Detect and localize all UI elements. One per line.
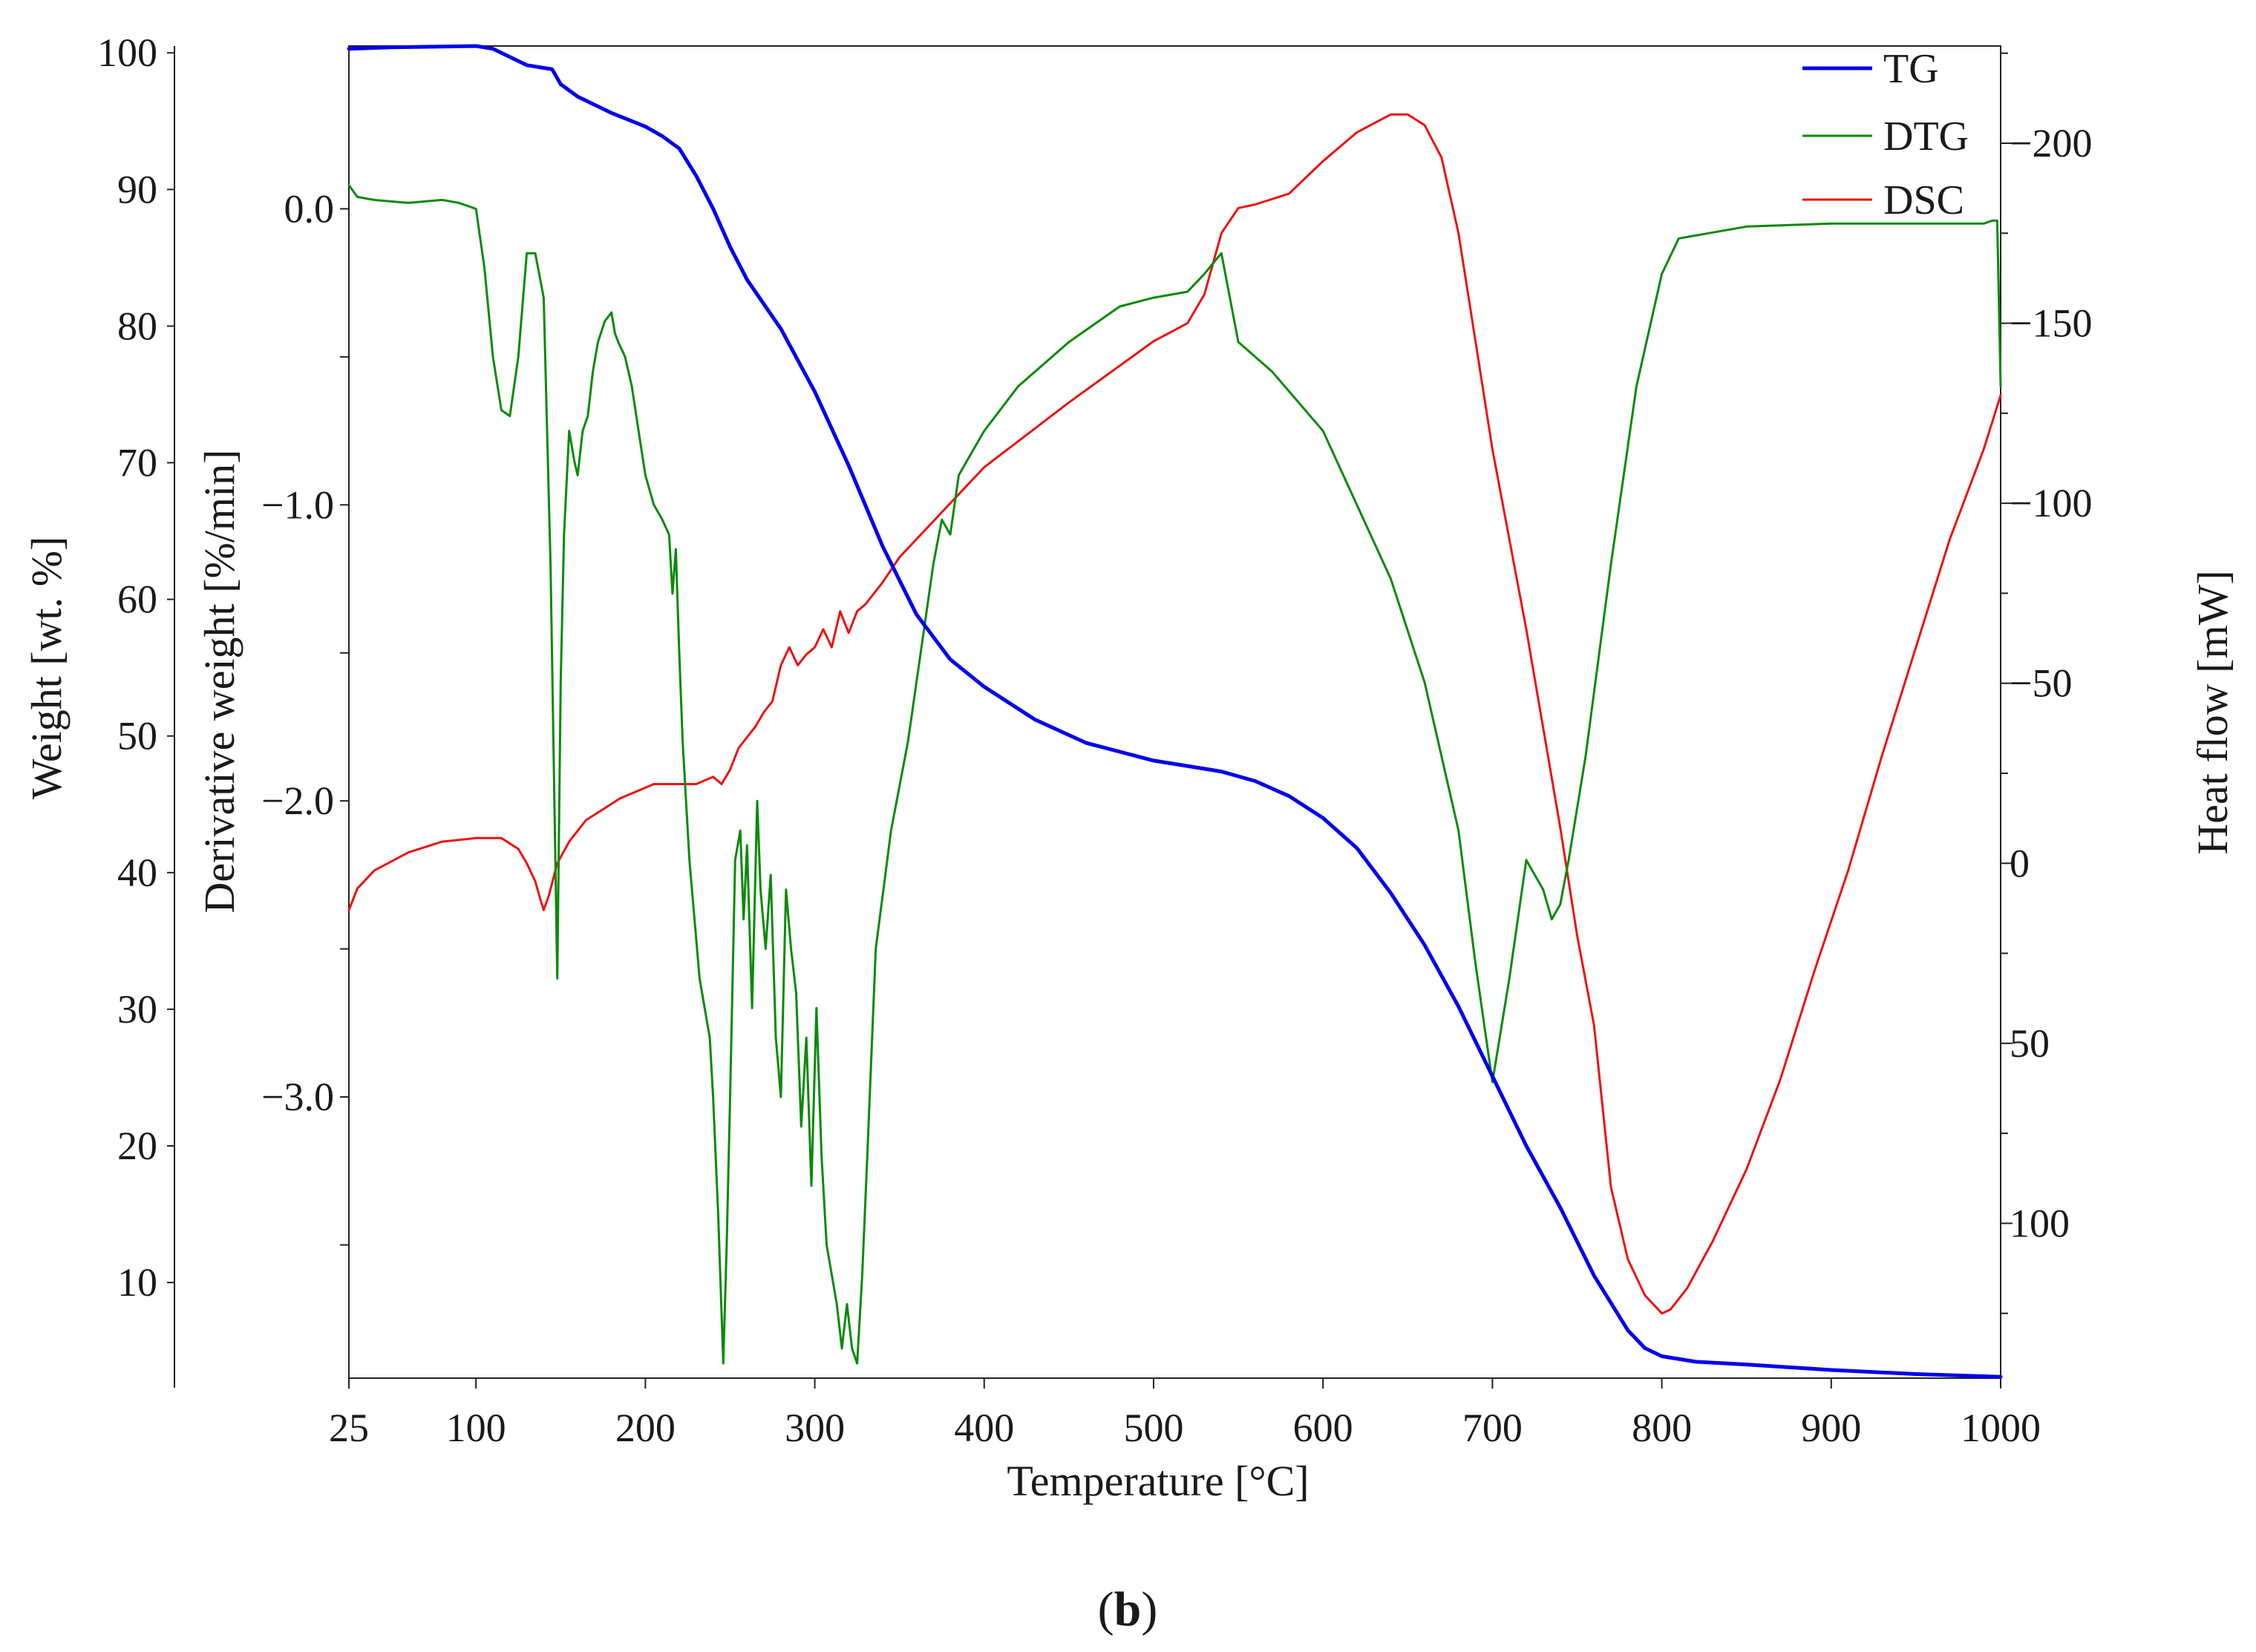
series-line-dtg (347, 184, 2002, 1365)
heat-flow-tick-label: −100 (2010, 481, 2092, 525)
derivative-axis-title: Derivative weight [%/min] (195, 450, 243, 914)
panel-label-open: ( (1098, 1582, 1114, 1636)
weight-tick-label: 50 (117, 714, 157, 758)
panel-label-close: ) (1141, 1582, 1157, 1636)
panel-label: (b) (1098, 1582, 1158, 1636)
x-tick-label: 500 (1123, 1406, 1183, 1450)
x-tick-label: 900 (1801, 1406, 1861, 1450)
weight-axis-ticks: 10 20 30 40 50 60 70 80 90 100 (97, 30, 174, 1305)
x-tick-label: 200 (615, 1406, 676, 1450)
derivative-tick-label: −2.0 (261, 779, 334, 823)
derivative-tick-label: −1.0 (261, 482, 334, 527)
derivative-tick-label: −3.0 (261, 1075, 334, 1119)
plot-frame (348, 45, 2001, 1379)
x-tick-label: 800 (1632, 1406, 1692, 1450)
temperature-axis-ticks: 25 100 200 300 400 500 600 700 800 900 1000 (329, 1378, 2041, 1450)
series-layer (347, 44, 2003, 1379)
heat-flow-tick-label: −150 (2010, 301, 2092, 346)
weight-tick-label: 80 (117, 304, 157, 348)
derivative-axis-ticks: −3.0 −2.0 −1.0 0.0 (261, 186, 349, 1246)
weight-tick-label: 40 (117, 850, 157, 895)
heat-flow-axis-title: Heat flow [mW] (2188, 570, 2237, 854)
heat-flow-tick-label: −50 (2010, 661, 2072, 706)
x-tick-label: 25 (329, 1406, 369, 1450)
legend-label-dtg: DTG (1883, 114, 1969, 160)
weight-tick-label: 100 (97, 30, 157, 75)
panel-label-letter: b (1114, 1582, 1142, 1636)
weight-tick-label: 90 (117, 167, 157, 212)
weight-tick-label: 30 (117, 987, 157, 1032)
derivative-tick-label: 0.0 (284, 186, 335, 231)
legend: TG DTG DSC (1802, 46, 1969, 223)
heat-flow-axis-ticks: 100 50 0 −50 −100 −150 −200 (2001, 52, 2092, 1314)
x-tick-label: 600 (1293, 1406, 1353, 1450)
weight-tick-label: 60 (117, 577, 157, 622)
weight-tick-label: 70 (117, 441, 157, 485)
x-tick-label: 300 (785, 1406, 845, 1450)
heat-flow-tick-label: 0 (2010, 841, 2030, 885)
series-line-dsc (347, 113, 2002, 1315)
weight-axis-title: Weight [wt. %] (22, 537, 71, 800)
x-tick-label: 1000 (1961, 1406, 2041, 1450)
legend-label-tg: TG (1883, 46, 1939, 92)
weight-tick-label: 10 (117, 1260, 157, 1305)
heat-flow-tick-label: 50 (2010, 1021, 2050, 1066)
heat-flow-tick-label: −200 (2010, 121, 2092, 165)
x-tick-label: 700 (1462, 1406, 1523, 1450)
x-tick-label: 400 (954, 1406, 1014, 1450)
x-tick-label: 100 (446, 1406, 506, 1450)
legend-label-dsc: DSC (1883, 177, 1964, 223)
weight-tick-label: 20 (117, 1124, 157, 1168)
heat-flow-tick-label: 100 (2010, 1201, 2070, 1245)
series-line-tg (347, 44, 2003, 1379)
x-axis-title: Temperature [°C] (1007, 1457, 1309, 1505)
